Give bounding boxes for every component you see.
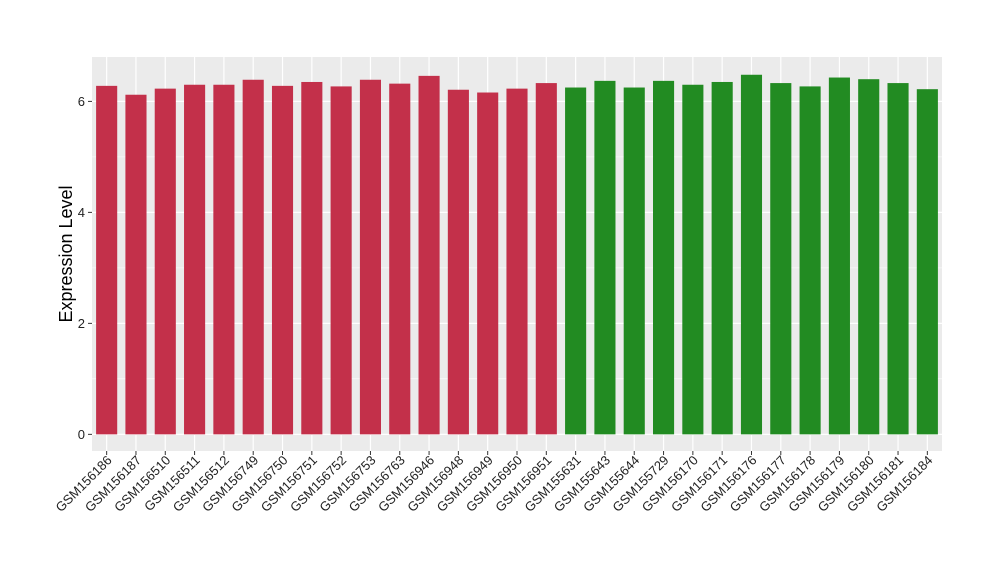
- bar-GSM155631: [565, 87, 587, 435]
- bar-GSM156177: [770, 83, 792, 435]
- y-tick-label: 0: [78, 427, 85, 442]
- bar-GSM156949: [477, 92, 499, 435]
- bar-GSM156946: [418, 75, 440, 435]
- bar-GSM156510: [154, 88, 176, 435]
- bar-GSM156763: [389, 83, 411, 435]
- bar-GSM155643: [594, 80, 616, 435]
- bar-GSM156187: [125, 94, 147, 435]
- bar-GSM156750: [271, 85, 294, 435]
- bar-GSM156511: [184, 84, 206, 435]
- bar-GSM155729: [653, 80, 675, 435]
- bar-GSM156180: [858, 79, 880, 435]
- bar-GSM156181: [887, 83, 909, 435]
- bar-GSM156751: [301, 81, 323, 435]
- bar-GSM156176: [740, 74, 763, 435]
- bar-GSM156186: [96, 85, 118, 435]
- y-tick-label: 6: [78, 94, 85, 109]
- bar-GSM155644: [623, 87, 645, 435]
- x-axis: GSM156186GSM156187GSM156510GSM156511GSM1…: [53, 451, 935, 515]
- bar-GSM156184: [916, 89, 938, 435]
- y-axis: 0 2 4 6: [78, 94, 92, 442]
- bar-GSM156948: [447, 89, 469, 435]
- bar-GSM156950: [506, 88, 528, 435]
- bar-GSM156752: [330, 86, 352, 435]
- bar-GSM156178: [799, 86, 821, 435]
- y-tick-label: 2: [78, 316, 85, 331]
- bar-GSM156749: [242, 79, 264, 435]
- bar-GSM156951: [535, 83, 557, 435]
- bar-GSM156170: [682, 84, 704, 435]
- y-axis-title: Expression Level: [56, 185, 76, 322]
- bar-layer: [96, 74, 938, 435]
- bar-GSM156512: [213, 84, 235, 435]
- y-tick-label: 4: [78, 205, 85, 220]
- bar-GSM156171: [711, 81, 733, 435]
- bar-GSM156179: [828, 77, 850, 435]
- bar-GSM156753: [359, 79, 381, 435]
